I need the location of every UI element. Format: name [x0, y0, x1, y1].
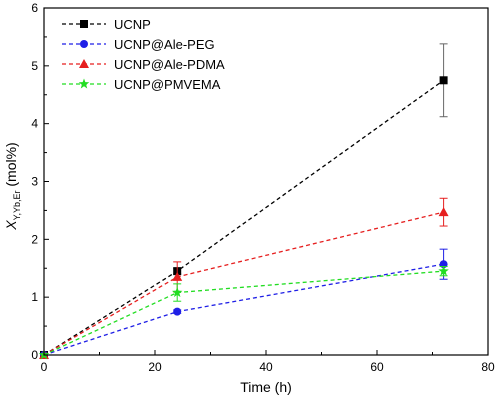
legend-marker [80, 20, 88, 28]
legend-entry: UCNP@Ale-PDMA [62, 57, 225, 72]
y-tick-label: 5 [31, 59, 38, 73]
data-point [438, 207, 449, 217]
legend-marker [78, 78, 90, 89]
plot-frame [43, 7, 489, 356]
y-axis-label-sub: Y,Yb,Er [12, 191, 22, 221]
x-tick-label: 20 [148, 360, 162, 374]
legend-label: UCNP@Ale-PEG [114, 37, 215, 52]
y-tick-label: 0 [31, 348, 38, 362]
series-ucnp-pmvema [38, 265, 449, 360]
legend-entry: UCNP@Ale-PEG [62, 37, 215, 52]
legend-label: UCNP@Ale-PDMA [114, 57, 225, 72]
legend-label: UCNP [114, 17, 151, 32]
series-ucnp-ale-peg [40, 248, 448, 359]
x-tick-label: 40 [259, 360, 273, 374]
y-tick-label: 2 [31, 232, 38, 246]
series-line [43, 79, 444, 356]
x-axis-label: Time (h) [240, 379, 292, 395]
x-tick-label: 80 [481, 360, 495, 374]
y-tick-label: 6 [31, 1, 38, 15]
data-point [438, 265, 449, 276]
data-point [171, 287, 183, 297]
legend: UCNP UCNP@Ale-PEG UCNP@Ale-PDMA UCNP@PMVEMA [62, 17, 225, 92]
legend-entry: UCNP@PMVEMA [62, 77, 221, 92]
data-point [172, 271, 183, 281]
series-ucnp-ale-pdma [39, 197, 449, 359]
y-tick-label: 3 [31, 175, 38, 189]
data-point [173, 307, 182, 316]
legend-entry: UCNP [62, 17, 151, 32]
legend-label: UCNP@PMVEMA [114, 77, 221, 92]
y-axis-label-main: X [3, 220, 19, 231]
series-line [43, 270, 444, 356]
series-ucnp [40, 43, 448, 359]
axes: 0 20 40 60 80 0 1 2 3 4 5 6 [31, 1, 495, 374]
legend-marker [80, 40, 88, 48]
series-line [43, 211, 444, 356]
y-tick-label: 4 [31, 117, 38, 131]
x-tick-label: 0 [41, 360, 48, 374]
legend-marker [79, 59, 89, 68]
series-line [43, 263, 444, 356]
y-axis-label-unit: (mol%) [3, 142, 19, 190]
x-tick-label: 60 [370, 360, 384, 374]
y-tick-label: 1 [31, 290, 38, 304]
y-axis-label: XY,Yb,Er (mol%) [3, 142, 22, 230]
data-point [439, 76, 448, 85]
plot-area [38, 43, 449, 360]
